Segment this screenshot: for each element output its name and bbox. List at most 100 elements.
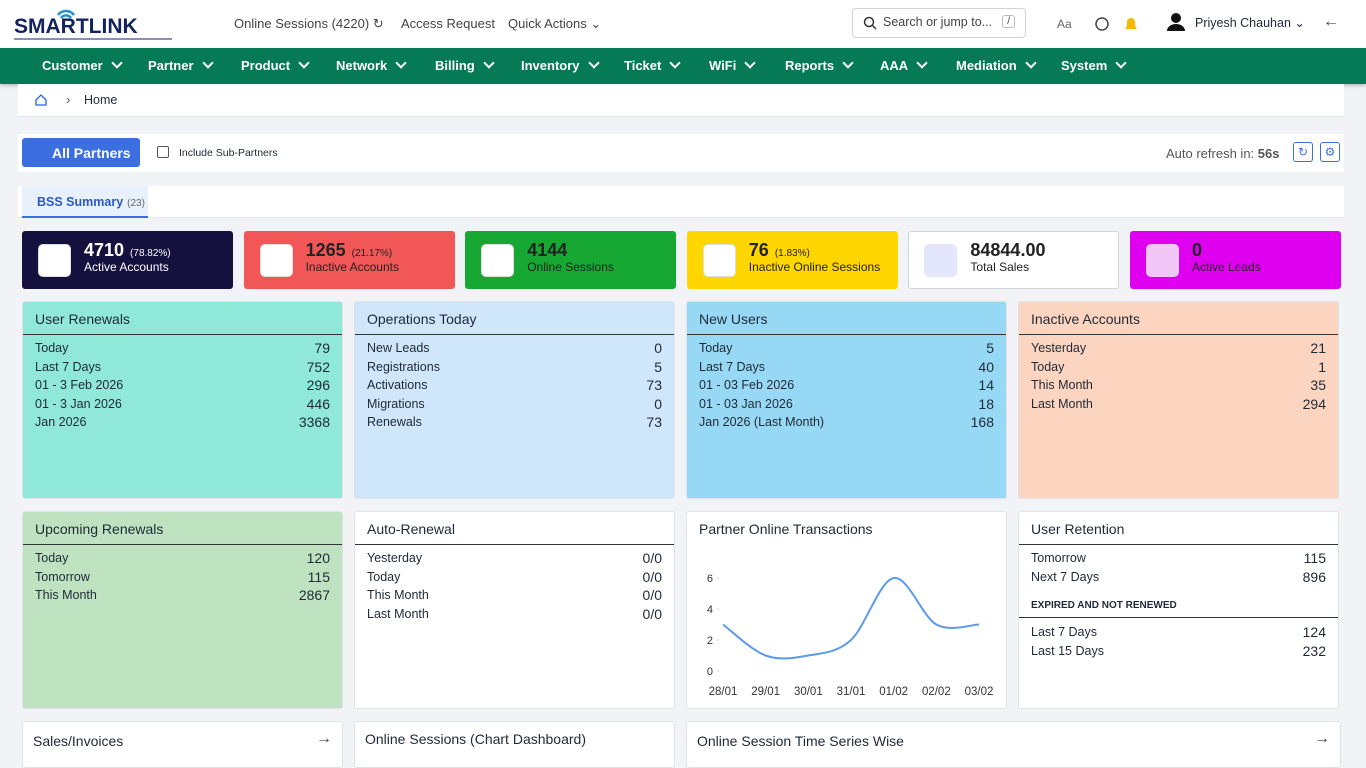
kpi-card: 76(1.83%)Inactive Online Sessions xyxy=(687,231,898,289)
row-label: Last 7 Days xyxy=(35,358,101,377)
row-value: 0/0 xyxy=(643,605,662,624)
row-value: 18 xyxy=(978,395,994,414)
kpi-icon xyxy=(1146,244,1179,277)
card-row: Yesterday0/0 xyxy=(355,549,674,568)
section-card[interactable]: Online Sessions (Chart Dashboard) xyxy=(354,721,675,768)
partner-button[interactable]: All Partners xyxy=(22,138,140,167)
kpi-top: 84844.00 xyxy=(970,240,1118,261)
row-value: 0 xyxy=(654,395,662,414)
refresh-button[interactable]: ↻ xyxy=(1293,142,1313,162)
nav-item[interactable]: Network xyxy=(336,58,405,73)
online-sessions-link[interactable]: Online Sessions (4220) ↻ xyxy=(234,16,384,32)
row-value: 73 xyxy=(646,413,662,432)
label: Auto refresh in: xyxy=(1166,146,1254,161)
kpi-label: Inactive Accounts xyxy=(306,261,454,274)
row-label: Last Month xyxy=(1031,395,1093,414)
card-row: Last 15 Days 232 xyxy=(1019,642,1338,661)
checkbox-label: Include Sub-Partners xyxy=(179,147,278,159)
card: New UsersToday5Last 7 Days4001 - 03 Feb … xyxy=(686,301,1007,499)
card-row: Renewals73 xyxy=(355,413,674,432)
nav-item[interactable]: Customer xyxy=(42,58,121,73)
row-label: Last 7 Days xyxy=(699,358,765,377)
row-value: 120 xyxy=(307,549,330,568)
section-heading: EXPIRED AND NOT RENEWED xyxy=(1019,586,1338,618)
checkbox[interactable] xyxy=(157,146,169,158)
nav-item[interactable]: Mediation xyxy=(956,58,1035,73)
row-label: Last 7 Days xyxy=(1031,623,1097,642)
card-row: 01 - 03 Feb 202614 xyxy=(687,376,1006,395)
arrow-icon: → xyxy=(316,730,332,748)
kpi-top: 76(1.83%) xyxy=(749,240,897,261)
card: Upcoming RenewalsToday120Tomorrow115This… xyxy=(22,511,343,709)
kpi-icon xyxy=(260,244,293,277)
card-title: User Retention xyxy=(1019,512,1338,545)
nav-item[interactable]: WiFi xyxy=(709,58,754,73)
kpi-value: 0 xyxy=(1192,240,1202,260)
x-tick-label: 01/02 xyxy=(879,686,908,698)
card-row: 01 - 3 Jan 2026446 xyxy=(23,395,342,414)
search-placeholder: Search or jump to... xyxy=(883,15,992,29)
kpi-icon xyxy=(481,244,514,277)
row-value: 124 xyxy=(1303,623,1326,642)
user-menu[interactable]: Priyesh Chauhan ⌄ xyxy=(1195,15,1305,30)
label: Quick Actions xyxy=(508,16,587,31)
row-label: Jan 2026 xyxy=(35,413,86,432)
card-row: Today1 xyxy=(1019,358,1338,377)
row-label: Today xyxy=(35,339,68,358)
card-row: Today120 xyxy=(23,549,342,568)
row-label: Today xyxy=(1031,358,1064,377)
card-row: This Month35 xyxy=(1019,376,1338,395)
section-title: Online Session Time Series Wise xyxy=(697,733,904,749)
kpi-value: 4710 xyxy=(84,240,124,260)
kpi-label: Inactive Online Sessions xyxy=(749,261,897,274)
tab[interactable]: BSS Summary(23) xyxy=(22,186,148,218)
access-request-link[interactable]: Access Request xyxy=(401,16,495,31)
card: User RetentionTomorrow115Next 7 Days896E… xyxy=(1018,511,1339,709)
nav-item[interactable]: Reports xyxy=(785,58,852,73)
row-label: Today xyxy=(367,568,400,587)
search-key: / xyxy=(1002,15,1015,28)
card: Auto-RenewalYesterday0/0Today0/0This Mon… xyxy=(354,511,675,709)
kpi-percent: (78.82%) xyxy=(130,248,171,259)
y-tick-label: 6 xyxy=(707,573,713,585)
count: (4220) xyxy=(332,16,370,31)
row-label: 01 - 03 Feb 2026 xyxy=(699,376,794,395)
nav-item[interactable]: Inventory xyxy=(521,58,598,73)
nav-item[interactable]: System xyxy=(1061,58,1125,73)
line-series xyxy=(723,578,979,659)
kpi-card: 0Active Leads xyxy=(1130,231,1341,289)
row-value: 752 xyxy=(307,358,330,377)
kpi-icon xyxy=(924,244,957,277)
nav-item[interactable]: AAA xyxy=(880,58,926,73)
kpi-top: 4710 (78.82%) xyxy=(84,240,232,261)
nav-item[interactable]: Partner xyxy=(148,58,212,73)
row-label: Last 15 Days xyxy=(1031,642,1104,661)
section-card[interactable]: Online Session Time Series Wise→ xyxy=(686,721,1341,768)
search-box[interactable]: Search or jump to... / xyxy=(852,8,1026,38)
breadcrumb: › Home xyxy=(18,84,1344,117)
row-value: 79 xyxy=(314,339,330,358)
card-row: Next 7 Days896 xyxy=(1019,568,1338,587)
settings-button[interactable]: ⚙ xyxy=(1320,142,1340,162)
section-card[interactable]: Sales/Invoices→ xyxy=(22,721,343,768)
card-row: 01 - 3 Feb 2026296 xyxy=(23,376,342,395)
row-value: 5 xyxy=(654,358,662,377)
user-name: Priyesh Chauhan xyxy=(1195,16,1291,30)
font-toggle[interactable]: Aa xyxy=(1057,17,1072,31)
breadcrumb-item[interactable]: Home xyxy=(84,93,117,107)
kpi-icon xyxy=(703,244,736,277)
row-label: New Leads xyxy=(367,339,430,358)
row-value: 115 xyxy=(1304,549,1326,568)
nav-item[interactable]: Ticket xyxy=(624,58,679,73)
logo: SMARTLINK xyxy=(12,6,182,42)
value: 56s xyxy=(1258,146,1280,161)
nav-item[interactable]: Billing xyxy=(435,58,493,73)
row-value: 232 xyxy=(1303,642,1326,661)
quick-actions-menu[interactable]: Quick Actions ⌄ xyxy=(508,16,601,32)
back-button[interactable]: ← xyxy=(1323,13,1339,31)
nav-item[interactable]: Product xyxy=(241,58,308,73)
card-row: Today0/0 xyxy=(355,568,674,587)
line-chart: 024628/0129/0130/0131/0101/0202/0203/02 xyxy=(687,512,1006,702)
kpi-value: 84844.00 xyxy=(970,240,1045,260)
card-title: New Users xyxy=(687,302,1006,335)
